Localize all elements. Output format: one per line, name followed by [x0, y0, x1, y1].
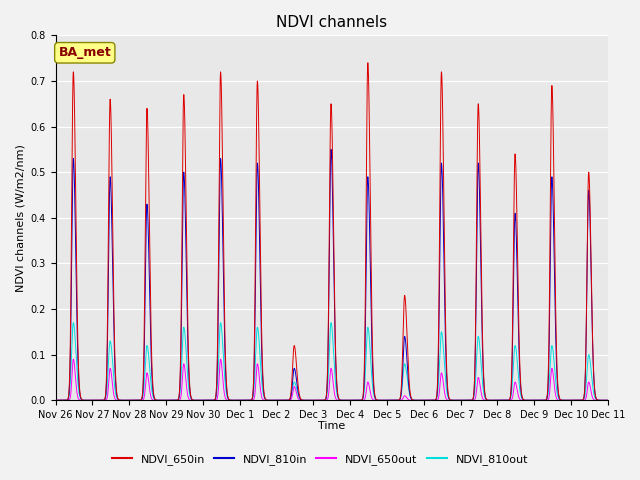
Line: NDVI_650out: NDVI_650out: [56, 359, 608, 400]
Legend: NDVI_650in, NDVI_810in, NDVI_650out, NDVI_810out: NDVI_650in, NDVI_810in, NDVI_650out, NDV…: [108, 450, 532, 469]
NDVI_650in: [408, 396, 416, 402]
NDVI_650out: [52, 397, 60, 403]
NDVI_650in: [170, 397, 177, 403]
X-axis label: Time: Time: [318, 421, 346, 432]
NDVI_650in: [364, 60, 372, 66]
NDVI_650out: [70, 356, 77, 362]
NDVI_810out: [602, 397, 610, 403]
Title: NDVI channels: NDVI channels: [276, 15, 387, 30]
NDVI_810out: [164, 397, 172, 403]
NDVI_810in: [164, 397, 172, 403]
Line: NDVI_810out: NDVI_810out: [56, 323, 608, 400]
NDVI_650out: [408, 397, 416, 403]
Text: BA_met: BA_met: [58, 46, 111, 60]
NDVI_810out: [52, 397, 60, 403]
NDVI_810in: [604, 397, 612, 403]
NDVI_810out: [170, 397, 178, 403]
NDVI_650in: [52, 397, 60, 403]
NDVI_810out: [259, 385, 266, 391]
NDVI_810out: [408, 396, 416, 402]
NDVI_810in: [259, 368, 266, 373]
Line: NDVI_650in: NDVI_650in: [56, 63, 608, 400]
NDVI_650out: [604, 397, 612, 403]
NDVI_810out: [70, 320, 77, 325]
NDVI_650in: [486, 397, 494, 403]
NDVI_810in: [486, 397, 494, 403]
NDVI_650in: [604, 397, 612, 403]
NDVI_810out: [604, 397, 612, 403]
NDVI_650in: [259, 358, 266, 363]
NDVI_810in: [408, 397, 416, 403]
NDVI_810in: [602, 397, 610, 403]
NDVI_810in: [52, 397, 60, 403]
NDVI_650in: [602, 397, 610, 403]
NDVI_650out: [164, 397, 172, 403]
Line: NDVI_810in: NDVI_810in: [56, 149, 608, 400]
NDVI_650out: [486, 397, 494, 403]
NDVI_650out: [170, 397, 178, 403]
NDVI_650out: [259, 396, 266, 402]
NDVI_650in: [164, 397, 172, 403]
NDVI_810in: [170, 397, 177, 403]
Y-axis label: NDVI channels (W/m2/nm): NDVI channels (W/m2/nm): [15, 144, 25, 292]
NDVI_810out: [486, 397, 494, 403]
NDVI_650out: [602, 397, 610, 403]
NDVI_810in: [327, 146, 335, 152]
